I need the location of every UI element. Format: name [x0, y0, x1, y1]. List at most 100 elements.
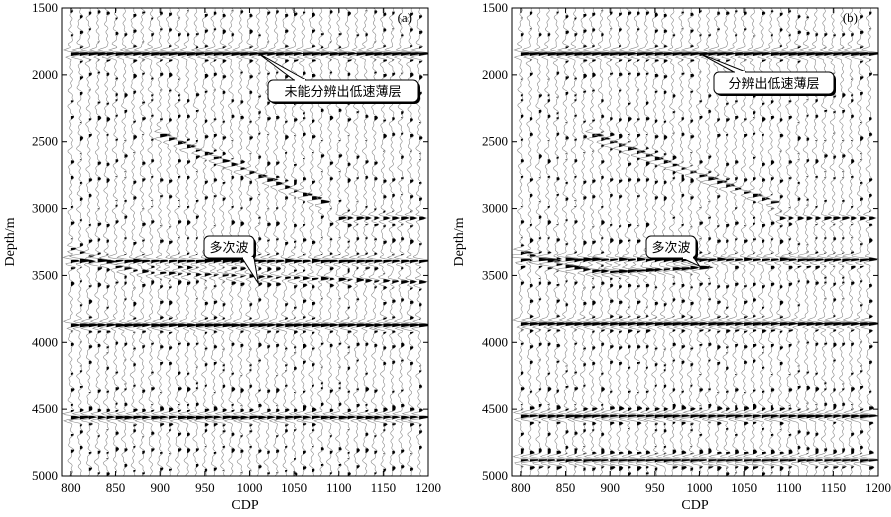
wiggle-fill: [699, 449, 704, 455]
wiggle-trace: [62, 8, 84, 476]
wiggle-fill: [240, 160, 245, 164]
wiggle-fill: [231, 176, 235, 180]
wiggle-fill: [204, 347, 208, 350]
wiggle-fill: [374, 59, 377, 61]
wiggle-fill: [610, 329, 614, 334]
wiggle-fill: [770, 329, 776, 332]
wiggle-trace: [249, 8, 272, 476]
wiggle-fill: [213, 274, 219, 277]
wiggle-fill: [663, 90, 667, 95]
wiggle-fill: [869, 345, 873, 349]
wiggle-fill: [160, 279, 162, 281]
wiggle-fill: [392, 405, 396, 412]
wiggle-fill: [267, 416, 276, 420]
wiggle-fill: [204, 160, 207, 162]
wiggle-fill: [824, 110, 827, 113]
wiggle-fill: [204, 119, 208, 124]
wiggle-fill: [338, 171, 341, 173]
wiggle-fill: [303, 260, 312, 264]
wiggle-fill: [222, 408, 227, 413]
wiggle-fill: [610, 414, 620, 418]
wiggle-fill: [213, 11, 217, 16]
wiggle-fill: [851, 372, 854, 376]
wiggle-fill: [529, 422, 534, 426]
wiggle-fill: [312, 12, 315, 18]
wiggle-fill: [556, 389, 559, 394]
wiggle-fill: [294, 224, 297, 228]
wiggle-fill: [374, 408, 378, 413]
wiggle-fill: [574, 266, 587, 270]
wiggle-fill: [601, 237, 604, 240]
wiggle-fill: [187, 206, 190, 209]
wiggle-fill: [654, 347, 658, 350]
wiggle-fill: [178, 387, 182, 391]
wiggle-fill: [744, 28, 747, 31]
wiggle-fill: [276, 221, 280, 227]
wiggle-fill: [258, 465, 262, 469]
wiggle-fill: [151, 99, 154, 102]
wiggle-fill: [312, 317, 316, 320]
wiggle-fill: [392, 11, 395, 16]
wiggle-fill: [628, 284, 632, 288]
wiggle-fill: [160, 89, 163, 91]
wiggle-fill: [204, 332, 208, 335]
wiggle-fill: [824, 276, 827, 280]
wiggle-fill: [645, 178, 649, 182]
wiggle-fill: [142, 52, 154, 56]
wiggle-fill: [583, 347, 586, 350]
wiggle-fill: [303, 360, 306, 365]
wiggle-fill: [178, 416, 190, 420]
wiggle-fill: [708, 404, 712, 409]
wiggle-fill: [383, 362, 387, 366]
wiggle-fill: [726, 134, 728, 137]
seismic-panel-b: 800 850 900 950 1000 1050 1100 1150 120015002000…: [452, 0, 891, 513]
wiggle-fill: [762, 178, 765, 182]
wiggle-fill: [520, 466, 524, 468]
wiggle-fill: [619, 134, 623, 139]
wiggle-fill: [654, 446, 657, 448]
wiggle-fill: [365, 342, 369, 347]
wiggle-fill: [851, 33, 854, 37]
wiggle-fill: [204, 302, 208, 306]
wiggle-fill: [583, 135, 587, 139]
wiggle-fill: [699, 221, 703, 226]
wiggle-fill: [645, 161, 650, 167]
wiggle-fill: [79, 243, 83, 247]
wiggle-fill: [520, 459, 529, 462]
wiggle-fill: [258, 275, 265, 280]
wiggle-fill: [240, 71, 243, 74]
wiggle-fill: [592, 316, 596, 319]
wiggle-fill: [574, 459, 583, 462]
wiggle-fill: [654, 135, 659, 139]
wiggle-fill: [338, 52, 350, 56]
wiggle-fill: [169, 416, 179, 420]
wiggle-fill: [583, 120, 586, 124]
wiggle-fill: [708, 237, 711, 241]
wiggle-fill: [797, 446, 801, 450]
wiggle-fill: [735, 449, 739, 455]
wiggle-fill: [151, 266, 155, 269]
wiggle-fill: [672, 359, 675, 362]
wiggle-fill: [520, 258, 532, 263]
wiggle-fill: [833, 388, 836, 392]
wiggle-fill: [303, 466, 307, 470]
wiggle-fill: [383, 179, 387, 184]
wiggle-fill: [520, 342, 524, 346]
wiggle-fill: [833, 111, 836, 114]
wiggle-fill: [142, 239, 145, 242]
wiggle-fill: [538, 342, 542, 347]
wiggle-fill: [779, 225, 783, 228]
wiggle-fill: [178, 200, 180, 202]
wiggle-fill: [204, 317, 208, 320]
wiggle-fill: [392, 210, 395, 212]
wiggle-fill: [383, 210, 386, 214]
wiggle-fill: [770, 201, 779, 204]
x-tick-label: 950: [195, 480, 215, 495]
wiggle-fill: [744, 345, 748, 349]
wiggle-fill: [744, 316, 748, 319]
wiggle-fill: [88, 452, 92, 455]
wiggle-fill: [419, 52, 428, 56]
wiggle-fill: [115, 159, 119, 163]
wiggle-fill: [151, 448, 155, 452]
wiggle-fill: [681, 267, 692, 271]
